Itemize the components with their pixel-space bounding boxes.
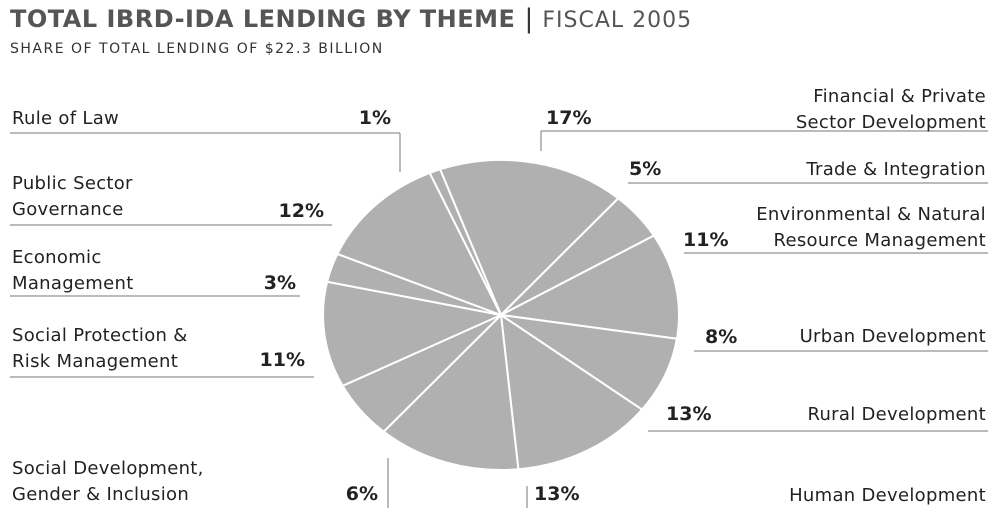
pie-slice [322, 280, 502, 387]
slice-label: Environmental & Natural Resource Manageme… [756, 202, 986, 254]
chart-title-main: TOTAL IBRD-IDA LENDING BY THEME [10, 5, 516, 33]
slice-label-line: Management [12, 273, 134, 294]
slice-value-label: 1% [358, 107, 391, 129]
slice-label-line: Urban Development [799, 326, 986, 347]
chart-subtitle: SHARE OF TOTAL LENDING OF $22.3 BILLION [10, 41, 384, 57]
slice-value-label: 6% [345, 483, 378, 505]
pie-slice [382, 314, 520, 471]
slice-value-label: 12% [278, 200, 324, 222]
slice-label-line: Social Protection & [12, 325, 188, 346]
slice-label-line: Trade & Integration [806, 159, 986, 180]
slice-label-line: Governance [12, 199, 124, 220]
slice-value-label: 17% [546, 107, 592, 129]
slice-label-line: Rule of Law [12, 108, 120, 129]
slice-label-line: Sector Development [795, 112, 986, 133]
slice-value-label: 11% [683, 229, 729, 251]
slice-label: Public Sector Governance [12, 171, 133, 223]
slice-label-line: Rural Development [807, 404, 986, 425]
slice-value-label: 3% [263, 272, 296, 294]
slice-label-line: Public Sector [12, 173, 133, 194]
slice-label: Human Development [789, 483, 986, 509]
slice-value-label: 13% [534, 483, 580, 505]
slice-label: Economic Management [12, 245, 134, 297]
slice-value-label: 5% [629, 158, 662, 180]
pie-slice [336, 171, 502, 316]
pie-slice [500, 314, 644, 471]
chart-title-year: FISCAL 2005 [542, 8, 693, 33]
pie-slice [439, 159, 620, 316]
slice-label-line: Financial & Private [813, 86, 986, 107]
slice-value-label: 13% [666, 403, 712, 425]
slice-label: Trade & Integration [806, 157, 986, 183]
slice-label-line: Risk Management [12, 351, 179, 372]
slice-value-label: 11% [259, 349, 305, 371]
pie-slice [500, 314, 678, 411]
slice-label: Urban Development [800, 324, 986, 350]
slice-label-line: Social Development, [12, 458, 204, 479]
slice-label: Social Protection & Risk Management [12, 323, 188, 375]
slice-label: Rule of Law [12, 106, 119, 132]
slice-label-line: Gender & Inclusion [12, 484, 190, 505]
chart-title: TOTAL IBRD-IDA LENDING BY THEME | FISCAL… [10, 4, 692, 34]
chart-title-separator: | [524, 4, 534, 34]
slice-label-line: Resource Management [773, 230, 986, 251]
slice-label-line: Economic [12, 247, 102, 268]
slice-label-line: Environmental & Natural [756, 204, 986, 225]
slice-label-line: Human Development [789, 485, 986, 506]
slice-value-label: 8% [705, 326, 738, 348]
slice-label: Social Development, Gender & Inclusion [12, 456, 204, 508]
slice-label: Rural Development [807, 402, 986, 428]
slice-label: Financial & Private Sector Development [796, 84, 986, 136]
pie-slice [500, 234, 680, 340]
pie-slice [428, 168, 502, 316]
